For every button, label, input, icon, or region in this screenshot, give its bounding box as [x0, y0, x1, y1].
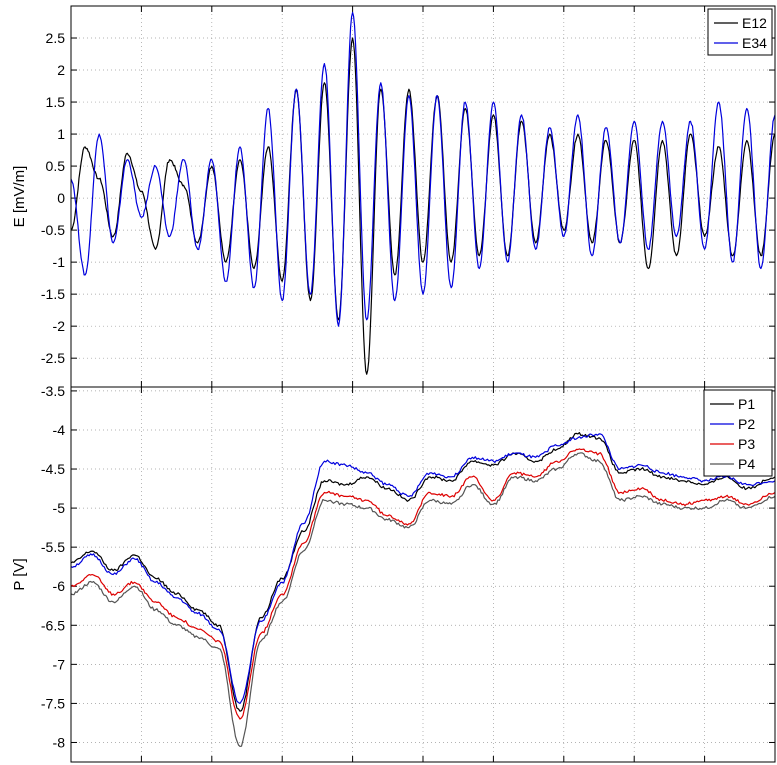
y-tick-label: -4.5 [41, 461, 65, 477]
legend-label-p3: P3 [738, 436, 755, 452]
series-line-e12 [71, 37, 775, 375]
y-tick-label: -2 [53, 318, 66, 334]
y-tick-label: -5.5 [41, 539, 65, 555]
y-tick-label: -7 [53, 656, 66, 672]
series-line-p4 [71, 452, 775, 748]
y-tick-label: 2 [57, 62, 65, 78]
legend-box [707, 8, 773, 56]
y-tick-label: 1 [57, 126, 65, 142]
y-tick-label: -6 [53, 578, 66, 594]
legend-label-p4: P4 [738, 456, 755, 472]
y-tick-label: -6.5 [41, 617, 65, 633]
y-tick-label: 0.5 [46, 158, 66, 174]
y-tick-label: 0 [57, 190, 65, 206]
y-axis-label: P [V] [11, 558, 28, 590]
y-tick-label: -5 [53, 500, 66, 516]
series-line-p2 [71, 433, 775, 705]
legend-label-p1: P1 [738, 396, 755, 412]
electric-field-panel: 2.521.510.50-0.5-1-1.5-2-2.5E [mV/m]E12E… [11, 5, 776, 388]
series-line-p3 [71, 448, 775, 720]
y-axis-label: E [mV/m] [11, 166, 28, 228]
y-tick-label: -8 [53, 734, 66, 750]
legend: P1 P2 P3 P4 [703, 389, 773, 477]
legend-label-p2: P2 [738, 416, 755, 432]
axes-frame [70, 386, 776, 763]
y-tick-label: -4 [53, 422, 66, 438]
probe-potential-panel: -3.5-4-4.5-5-5.5-6-6.5-7-7.5-8P [V]P1P2P… [11, 383, 776, 763]
y-tick-label: -2.5 [41, 350, 65, 366]
y-tick-label: 1.5 [46, 94, 66, 110]
y-tick-label: -3.5 [41, 383, 65, 399]
series-line-p1 [71, 432, 775, 712]
y-tick-label: -1 [53, 254, 66, 270]
y-tick-label: -1.5 [41, 286, 65, 302]
y-tick-label: -7.5 [41, 695, 65, 711]
y-tick-label: 2.5 [46, 30, 66, 46]
series-line-e34 [71, 11, 775, 327]
y-tick-label: -0.5 [41, 222, 65, 238]
legend-label-e34: E34 [742, 35, 767, 51]
legend-label-e12: E12 [742, 15, 767, 31]
